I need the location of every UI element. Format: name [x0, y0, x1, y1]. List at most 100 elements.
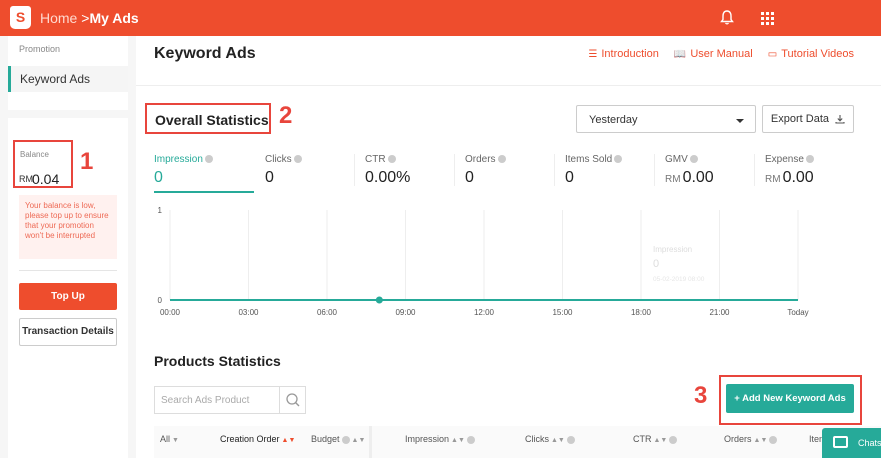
help-icon[interactable] — [293, 155, 302, 164]
user-manual-link[interactable]: 📖 User Manual — [674, 48, 753, 60]
metric-orders[interactable]: Orders 0 — [465, 152, 565, 192]
transaction-details-button[interactable]: Transaction Details — [19, 318, 117, 346]
export-data-label: Export Data — [770, 113, 830, 125]
column-orders[interactable]: Orders ▲▼ — [724, 434, 778, 444]
help-icon[interactable] — [614, 155, 623, 164]
column-clicks[interactable]: Clicks ▲▼ — [525, 434, 575, 444]
metric-expense[interactable]: Expense RM 0.00 — [765, 152, 865, 192]
metric-label: CTR — [365, 154, 396, 165]
impression-line-chart: 00:00 03:00 06:00 09:00 12:00 15:00 18:00 21:00… — [158, 206, 809, 317]
metric-label-text: Orders — [465, 154, 496, 165]
help-icon — [769, 435, 778, 444]
annotation-number-3: 3 — [694, 382, 708, 409]
chevron-down-icon — [736, 119, 744, 123]
help-links: ☰ Introduction 📖 User Manual ▭ Tutorial Vid… — [576, 48, 854, 60]
breadcrumb-current: My Ads — [89, 10, 139, 26]
divider — [754, 154, 755, 186]
introduction-link-label: Introduction — [601, 48, 659, 60]
metric-label: Clicks — [265, 154, 302, 165]
column-creation-order[interactable]: Creation Order ▲▼ — [220, 434, 295, 444]
metric-impression[interactable]: Impression 0 — [154, 152, 254, 192]
balance-panel: Balance RM 0.04 1 Your balance is low, p… — [8, 118, 128, 458]
help-icon[interactable] — [204, 155, 213, 164]
metric-label-text: CTR — [365, 154, 386, 165]
low-balance-warning: Your balance is low, please top up to en… — [19, 195, 117, 259]
metric-value-text: 0 — [565, 169, 574, 186]
tutorial-videos-link-label: Tutorial Videos — [781, 48, 854, 60]
divider — [136, 85, 881, 86]
annotation-number-2: 2 — [279, 102, 293, 129]
metric-value: RM 0.00 — [765, 169, 814, 187]
metric-clicks[interactable]: Clicks 0 — [265, 152, 365, 192]
sidebar-item-label: Keyword Ads — [20, 72, 91, 86]
metric-value: 0.00% — [365, 169, 410, 187]
metric-gmv[interactable]: GMV RM 0.00 — [665, 152, 765, 192]
metric-label: Items Sold — [565, 154, 623, 165]
column-label: Orders — [724, 434, 752, 444]
column-ctr[interactable]: CTR ▲▼ — [633, 434, 678, 444]
metric-items-sold[interactable]: Items Sold 0 — [565, 152, 665, 192]
products-table-header: All ▼ Creation Order ▲▼ Budget ▲▼ Impressio… — [154, 426, 881, 458]
column-all[interactable]: All ▼ — [160, 434, 179, 444]
annotation-number-1: 1 — [80, 148, 94, 175]
add-new-keyword-ads-button[interactable]: + Add New Keyword Ads — [726, 384, 854, 413]
introduction-link[interactable]: ☰ Introduction — [588, 48, 658, 60]
metric-value-text: 0.00 — [682, 169, 714, 186]
sidebar-section-label: Promotion — [19, 44, 61, 54]
sort-icon: ▲▼ — [451, 437, 465, 444]
search-input[interactable] — [155, 387, 279, 413]
breadcrumb-separator: > — [81, 10, 90, 26]
export-data-button[interactable]: Export Data — [762, 105, 854, 133]
date-range-value: Yesterday — [589, 114, 638, 126]
chevron-down-icon: ▼ — [172, 437, 179, 444]
active-metric-indicator — [154, 191, 254, 193]
sidebar-menu: Promotion Keyword Ads — [8, 36, 128, 110]
column-label: Creation Order — [220, 434, 280, 444]
column-label: CTR — [633, 434, 652, 444]
sidebar-item-keyword-ads[interactable]: Keyword Ads — [8, 66, 128, 92]
chart-x-tick-label: 03:00 — [238, 308, 259, 317]
bell-icon[interactable] — [720, 10, 734, 25]
metric-label: Expense — [765, 154, 814, 165]
chart-x-tick-label: Today — [787, 308, 808, 317]
metric-value: 0 — [154, 169, 163, 187]
search-ads-product — [154, 386, 306, 414]
overall-statistics-title: Overall Statistics — [155, 112, 269, 128]
top-up-button[interactable]: Top Up — [19, 283, 117, 310]
column-label: Clicks — [525, 434, 549, 444]
column-impression[interactable]: Impression ▲▼ — [405, 434, 475, 444]
help-icon — [466, 435, 475, 444]
search-button[interactable] — [279, 387, 305, 413]
column-items[interactable]: Item — [809, 434, 827, 444]
divider — [454, 154, 455, 186]
page-title: Keyword Ads — [154, 45, 256, 62]
balance-label: Balance — [20, 150, 49, 159]
chats-label: Chats — [858, 438, 881, 448]
user-manual-link-label: User Manual — [690, 48, 753, 60]
column-budget[interactable]: Budget ▲▼ — [311, 434, 365, 444]
divider — [654, 154, 655, 186]
balance-value: 0.04 — [32, 171, 60, 187]
chart-x-tick-label: 09:00 — [395, 308, 416, 317]
main-panel: Keyword Ads ☰ Introduction 📖 User Manual ▭… — [136, 36, 881, 458]
divider — [354, 154, 355, 186]
help-icon[interactable] — [805, 155, 814, 164]
currency-label: RM — [665, 174, 681, 185]
metric-label: Orders — [465, 154, 506, 165]
metric-label: GMV — [665, 154, 698, 165]
breadcrumb-home[interactable]: Home — [40, 10, 78, 26]
help-icon[interactable] — [689, 155, 698, 164]
column-label: Item — [809, 434, 827, 444]
chart-x-tick-label: 21:00 — [709, 308, 730, 317]
sort-icon: ▲▼ — [551, 437, 565, 444]
chats-button[interactable]: Chats — [822, 428, 881, 458]
grid-icon[interactable] — [761, 12, 774, 25]
sort-icon: ▲▼ — [351, 437, 366, 444]
metric-ctr[interactable]: CTR 0.00% — [365, 152, 465, 192]
help-icon[interactable] — [387, 155, 396, 164]
book-icon: 📖 — [673, 49, 687, 60]
help-icon[interactable] — [497, 155, 506, 164]
tutorial-videos-link[interactable]: ▭ Tutorial Videos — [768, 48, 854, 60]
shopee-logo-icon[interactable]: S — [10, 6, 31, 29]
date-range-select[interactable]: Yesterday — [576, 105, 756, 133]
